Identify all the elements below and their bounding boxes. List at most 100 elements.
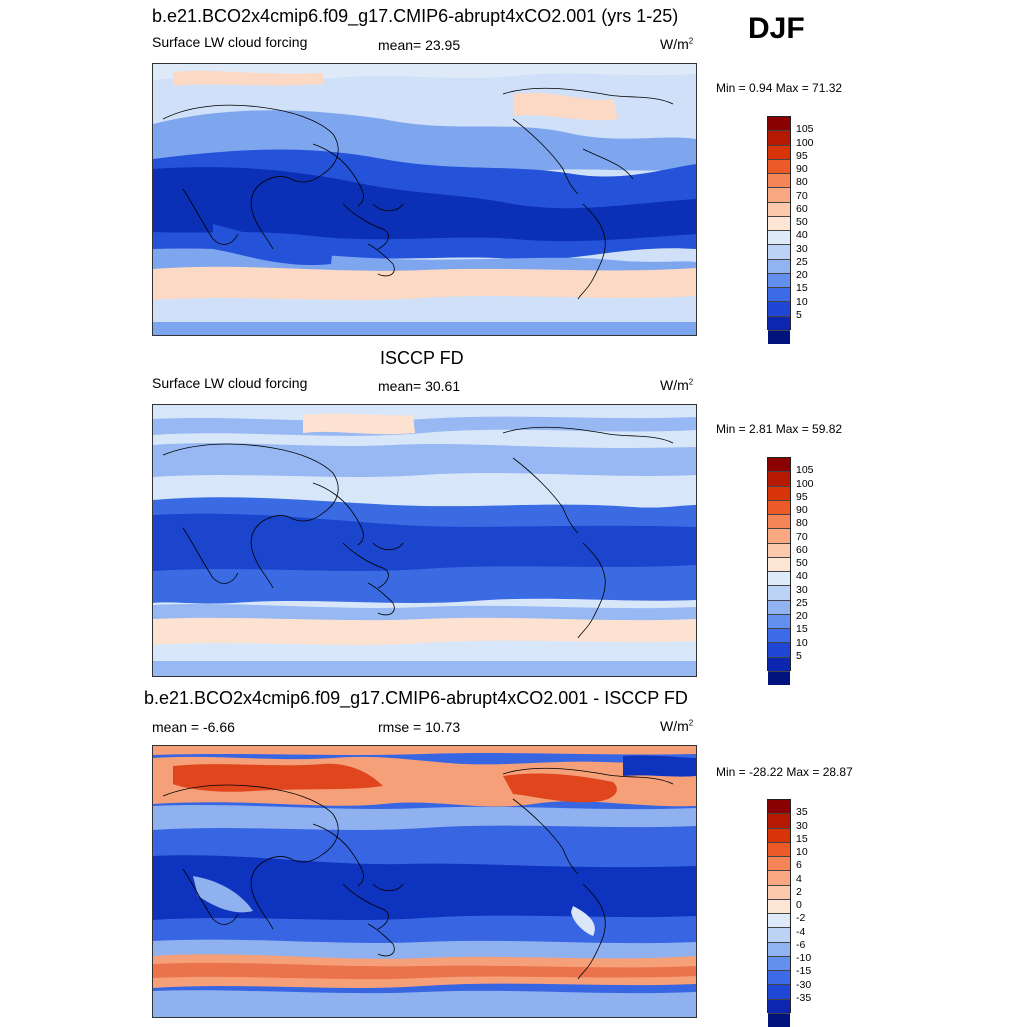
colorbar-tick-label: -6 xyxy=(796,938,806,951)
colorbar-tick-label: 40 xyxy=(796,229,808,242)
panel2-colorbar xyxy=(767,457,791,685)
colorbar-segment xyxy=(768,485,790,500)
panel3-colorbar xyxy=(767,799,791,1027)
panel1-mean-label: mean= 23.95 xyxy=(378,37,461,53)
colorbar-segment xyxy=(768,827,790,842)
colorbar-segment xyxy=(768,542,790,557)
colorbar-segment xyxy=(768,471,790,486)
panel1-map xyxy=(152,63,697,336)
colorbar-tick-label: 100 xyxy=(796,136,814,149)
panel3-minmax: Min = -28.22 Max = 28.87 xyxy=(716,765,853,779)
colorbar-segment xyxy=(768,458,790,472)
panel3-map xyxy=(152,745,697,1018)
panel2-variable-label: Surface LW cloud forcing xyxy=(152,375,308,391)
colorbar-tick-label: 10 xyxy=(796,295,808,308)
colorbar-tick-label: 15 xyxy=(796,282,808,295)
colorbar-segment xyxy=(768,841,790,856)
colorbar-segment xyxy=(768,884,790,899)
colorbar-segment xyxy=(768,287,790,302)
colorbar-segment xyxy=(768,642,790,657)
colorbar-tick-label: 15 xyxy=(796,832,808,845)
colorbar-segment xyxy=(768,585,790,600)
panel2-map xyxy=(152,404,697,677)
colorbar-tick-label: 30 xyxy=(796,819,808,832)
colorbar-segment xyxy=(768,272,790,287)
colorbar-tick-label: 95 xyxy=(796,490,808,503)
panel3-title: b.e21.BCO2x4cmip6.f09_g17.CMIP6-abrupt4x… xyxy=(144,688,688,708)
colorbar-tick-label: 35 xyxy=(796,806,808,819)
colorbar-tick-label: 90 xyxy=(796,504,808,516)
colorbar-tick-label: -35 xyxy=(796,991,812,1004)
colorbar-segment xyxy=(768,970,790,985)
colorbar-segment xyxy=(768,571,790,586)
colorbar-segment xyxy=(768,1012,790,1027)
colorbar-segment xyxy=(768,315,790,330)
colorbar-segment xyxy=(768,201,790,216)
colorbar-tick-label: 2 xyxy=(796,885,802,898)
colorbar-tick-label: -2 xyxy=(796,912,806,925)
colorbar-segment xyxy=(768,898,790,913)
panel2-mean-label: mean= 30.61 xyxy=(378,378,461,394)
colorbar-segment xyxy=(768,158,790,173)
colorbar-tick-label: 70 xyxy=(796,530,808,543)
panel3-rmse-label: rmse = 10.73 xyxy=(378,719,461,735)
colorbar-segment xyxy=(768,998,790,1013)
colorbar-segment xyxy=(768,301,790,316)
colorbar-tick-label: 90 xyxy=(796,163,808,175)
colorbar-tick-label: 15 xyxy=(796,623,808,636)
colorbar-tick-label: 50 xyxy=(796,216,808,228)
colorbar-segment xyxy=(768,230,790,245)
colorbar-tick-label: 5 xyxy=(796,649,802,662)
colorbar-tick-label: 95 xyxy=(796,149,808,162)
colorbar-segment xyxy=(768,656,790,671)
colorbar-segment xyxy=(768,800,790,814)
colorbar-segment xyxy=(768,329,790,344)
panel1-colorbar xyxy=(767,116,791,344)
colorbar-tick-label: -30 xyxy=(796,978,812,991)
colorbar-tick-label: -10 xyxy=(796,952,812,964)
colorbar-segment xyxy=(768,144,790,159)
colorbar-tick-label: 80 xyxy=(796,176,808,189)
colorbar-segment xyxy=(768,117,790,131)
panel2-title: ISCCP FD xyxy=(380,348,464,368)
colorbar-tick-label: -15 xyxy=(796,965,812,978)
colorbar-segment xyxy=(768,514,790,529)
colorbar-segment xyxy=(768,813,790,828)
panel1-variable-label: Surface LW cloud forcing xyxy=(152,34,308,50)
colorbar-segment xyxy=(768,984,790,999)
colorbar-segment xyxy=(768,187,790,202)
colorbar-tick-label: 25 xyxy=(796,596,808,609)
panel2-units: W/m2 xyxy=(660,377,694,393)
panel1-units: W/m2 xyxy=(660,36,694,52)
colorbar-segment xyxy=(768,628,790,643)
colorbar-tick-label: 60 xyxy=(796,543,808,556)
colorbar-tick-label: 105 xyxy=(796,123,814,136)
colorbar-segment xyxy=(768,499,790,514)
colorbar-segment xyxy=(768,941,790,956)
colorbar-segment xyxy=(768,913,790,928)
colorbar-tick-label: 80 xyxy=(796,517,808,530)
colorbar-tick-label: 70 xyxy=(796,189,808,202)
colorbar-segment xyxy=(768,173,790,188)
colorbar-tick-label: 50 xyxy=(796,557,808,569)
colorbar-tick-label: 100 xyxy=(796,477,814,490)
colorbar-segment xyxy=(768,856,790,871)
panel2-minmax: Min = 2.81 Max = 59.82 xyxy=(716,422,843,436)
panel3-units: W/m2 xyxy=(660,718,694,734)
colorbar-tick-label: 5 xyxy=(796,308,802,321)
colorbar-segment xyxy=(768,670,790,685)
colorbar-tick-label: 25 xyxy=(796,255,808,268)
colorbar-tick-label: 10 xyxy=(796,846,808,858)
colorbar-segment xyxy=(768,528,790,543)
colorbar-tick-label: 4 xyxy=(796,872,802,885)
panel1-minmax: Min = 0.94 Max = 71.32 xyxy=(716,81,843,95)
colorbar-segment xyxy=(768,927,790,942)
colorbar-tick-label: 40 xyxy=(796,570,808,583)
colorbar-segment xyxy=(768,955,790,970)
colorbar-tick-label: 30 xyxy=(796,242,808,255)
colorbar-tick-label: 6 xyxy=(796,859,802,872)
colorbar-tick-label: 60 xyxy=(796,202,808,215)
colorbar-tick-label: 10 xyxy=(796,636,808,649)
colorbar-segment xyxy=(768,613,790,628)
colorbar-tick-label: 20 xyxy=(796,269,808,281)
